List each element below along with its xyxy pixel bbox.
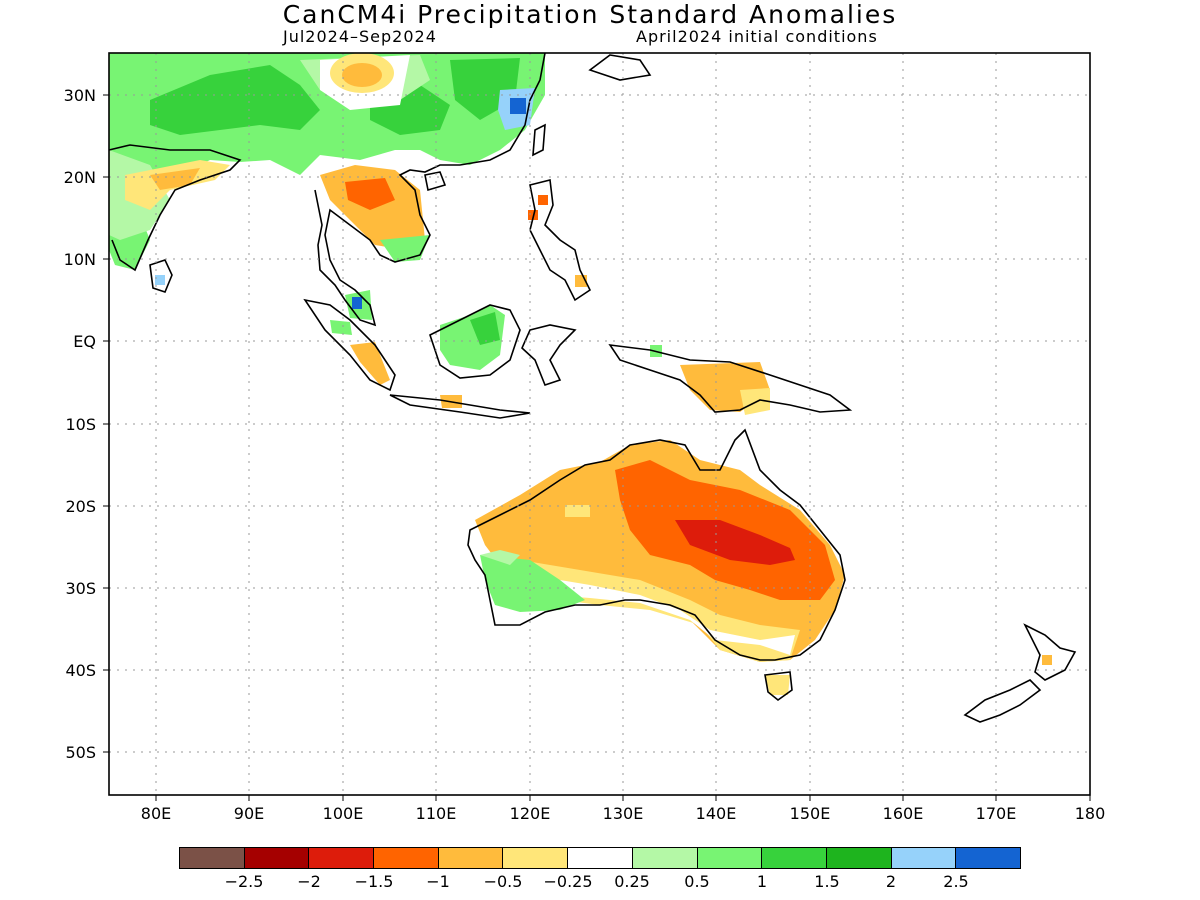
anomaly-region-sw-australia-wet — [480, 555, 585, 612]
colorbar-swatch — [632, 848, 698, 868]
map-title: CanCM4i Precipitation Standard Anomalies — [282, 0, 898, 29]
colorbar-label: 1.5 — [814, 872, 840, 891]
anomaly-region-china-very-wet-core — [510, 98, 526, 114]
anomaly-region-china-dry-core — [342, 63, 382, 87]
anomaly-region-indochina-dry-core — [345, 178, 395, 210]
lon-label-150e: 150E — [789, 804, 831, 823]
colorbar-swatch — [697, 848, 763, 868]
anomaly-region-sw-australia-wet-light — [480, 550, 520, 565]
coastlines — [108, 52, 1077, 723]
lat-label-50s: 50S — [65, 743, 96, 762]
lon-label-90e: 90E — [233, 804, 265, 823]
axis-ticks — [103, 94, 1091, 801]
lon-label-80e: 80E — [140, 804, 172, 823]
anomaly-region-nz-dry — [1042, 655, 1052, 665]
anomaly-region-philippines-dry — [538, 195, 548, 205]
lon-label-120e: 120E — [509, 804, 551, 823]
anomaly-region-pilbara-light-dry — [565, 505, 590, 517]
colorbar-label: 0.25 — [614, 872, 650, 891]
lat-label-40s: 40S — [65, 661, 96, 680]
lat-label-30n: 30N — [63, 86, 96, 105]
colorbar-swatch — [956, 848, 1020, 868]
anomaly-region-srilanka-wet — [155, 275, 165, 285]
lon-label-110e: 110E — [415, 804, 457, 823]
colorbar-label: −0.5 — [483, 872, 523, 891]
lon-label-140e: 140E — [695, 804, 737, 823]
colorbar-label: −0.25 — [543, 872, 593, 891]
colorbar-swatch — [826, 848, 892, 868]
anomaly-region-malaysia-very-wet — [352, 297, 362, 309]
initial-conditions-label: April2024 initial conditions — [636, 27, 878, 46]
graticule — [109, 53, 1090, 795]
lat-label-eq: EQ — [73, 332, 96, 351]
lat-label-30s: 30S — [65, 579, 96, 598]
colorbar-label: 2 — [885, 872, 897, 891]
lat-label-20s: 20S — [65, 497, 96, 516]
lon-label-180: 180 — [1074, 804, 1106, 823]
colorbar-swatch — [309, 848, 375, 868]
lon-label-100e: 100E — [322, 804, 364, 823]
anomaly-region-newguinea-dry-light — [740, 388, 770, 415]
lat-label-10s: 10S — [65, 415, 96, 434]
colorbar-swatch — [568, 848, 633, 868]
anomaly-region-sumatra-dry — [350, 342, 390, 385]
map-frame — [108, 52, 1091, 796]
colorbar-label: −2.5 — [224, 872, 264, 891]
colorbar-label: 2.5 — [943, 872, 969, 891]
colorbar-label: 0.5 — [684, 872, 710, 891]
colorbar-swatch — [762, 848, 827, 868]
colorbar-swatch — [438, 848, 504, 868]
anomaly-region-borneo-wet-strong — [470, 312, 500, 345]
anomaly-region-sumatra-wet — [330, 320, 352, 335]
anomaly-region-australia-dry-core — [675, 520, 795, 565]
colorbar — [179, 847, 1021, 869]
colorbar-swatch — [374, 848, 439, 868]
anomaly-region-australia-neutral — [530, 575, 795, 655]
anomaly-region-tasmania-dry — [765, 675, 790, 695]
lon-label-160e: 160E — [882, 804, 924, 823]
lat-label-20n: 20N — [63, 168, 96, 187]
lat-label-10n: 10N — [63, 250, 96, 269]
colorbar-label: 1 — [756, 872, 768, 891]
colorbar-label: −2 — [297, 872, 321, 891]
colorbar-swatch — [244, 848, 310, 868]
colorbar-swatch — [891, 848, 957, 868]
colorbar-swatch — [180, 848, 245, 868]
colorbar-label: −1 — [426, 872, 450, 891]
anomaly-region-asia-wet-strong — [150, 58, 520, 135]
colorbar-label: −1.5 — [354, 872, 394, 891]
lon-label-130e: 130E — [602, 804, 644, 823]
forecast-period: Jul2024–Sep2024 — [283, 27, 437, 46]
colorbar-swatch — [503, 848, 569, 868]
lon-label-170e: 170E — [975, 804, 1017, 823]
